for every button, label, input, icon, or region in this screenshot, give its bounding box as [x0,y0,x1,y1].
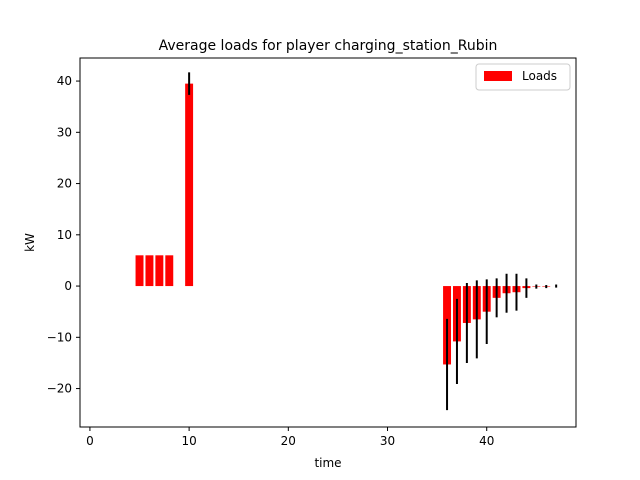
x-tick-label: 30 [380,434,395,448]
x-tick-label: 40 [479,434,494,448]
bar-loads [145,255,154,287]
bar-loads [185,83,194,287]
x-tick-label: 20 [281,434,296,448]
bar-loads [165,255,174,287]
x-axis: 0 10 20 30 40 [86,427,494,448]
bar-loads [155,255,164,287]
y-tick-label: 30 [57,125,72,139]
x-tick-label: 10 [181,434,196,448]
y-tick-label: −20 [47,382,72,396]
legend-box [475,63,571,91]
y-tick-label: 20 [57,177,72,191]
y-tick-label: −10 [47,330,72,344]
bar-loads [135,255,144,287]
chart-title: Average loads for player charging_statio… [159,38,498,54]
legend-swatch-loads [484,71,512,81]
legend-label-loads: Loads [522,69,557,83]
y-tick-label: 0 [64,279,72,293]
x-axis-label: time [314,456,341,470]
errorbars-layer [188,72,558,411]
y-tick-label: 40 [57,74,72,88]
y-axis-label: kW [23,233,37,252]
y-tick-label: 10 [57,228,72,242]
x-tick-label: 0 [86,434,94,448]
legend: Loads [475,63,571,91]
y-axis: −20 −10 0 10 20 30 40 [47,74,80,396]
plot-frame [79,57,577,428]
